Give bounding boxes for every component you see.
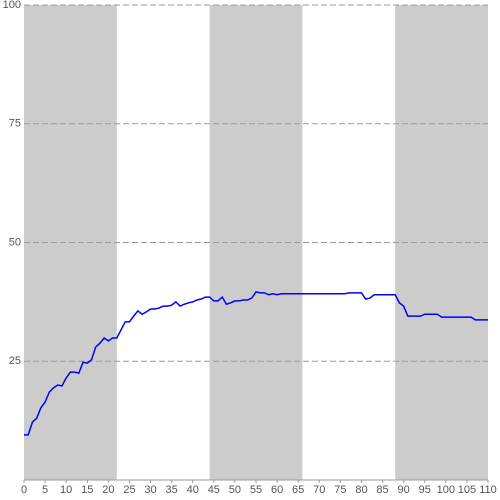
y-tick-label: 50 [9,236,21,248]
line [24,291,488,436]
y-tick-label: 100 [3,0,21,11]
x-tick-label: 100 [437,484,455,496]
x-tick-label: 90 [398,484,410,496]
x-tick-label: 10 [60,484,72,496]
y-tick-label: 25 [9,355,21,367]
y-tick-label: 75 [9,118,21,130]
x-tick-label: 105 [458,484,476,496]
x-tick-label: 45 [208,484,220,496]
x-tick-label: 0 [21,484,27,496]
x-tick-label: 5 [42,484,48,496]
x-tick-label: 65 [292,484,304,496]
x-tick-label: 30 [144,484,156,496]
x-tick-label: 50 [229,484,241,496]
x-tick-label: 70 [313,484,325,496]
x-tick-label: 15 [81,484,93,496]
x-tick-label: 110 [479,484,497,496]
x-tick-label: 85 [376,484,388,496]
x-tick-label: 40 [187,484,199,496]
x-tick-label: 25 [123,484,135,496]
x-tick-label: 80 [355,484,367,496]
x-tick-label: 75 [334,484,346,496]
x-tick-label: 35 [166,484,178,496]
x-tick-label: 95 [419,484,431,496]
x-tick-label: 20 [102,484,114,496]
x-tick-label: 60 [271,484,283,496]
x-tick-label: 55 [250,484,262,496]
